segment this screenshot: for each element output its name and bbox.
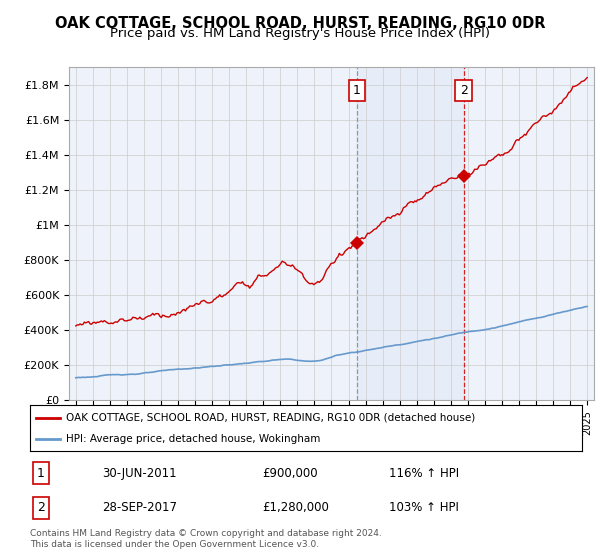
Text: 1: 1 [353,84,361,97]
Text: £1,280,000: £1,280,000 [262,501,329,515]
Text: HPI: Average price, detached house, Wokingham: HPI: Average price, detached house, Woki… [66,434,320,444]
Text: 1: 1 [37,466,45,480]
Text: 30-JUN-2011: 30-JUN-2011 [102,466,176,480]
Text: £900,000: £900,000 [262,466,317,480]
Text: Price paid vs. HM Land Registry's House Price Index (HPI): Price paid vs. HM Land Registry's House … [110,27,490,40]
Text: OAK COTTAGE, SCHOOL ROAD, HURST, READING, RG10 0DR (detached house): OAK COTTAGE, SCHOOL ROAD, HURST, READING… [66,413,475,423]
Text: Contains HM Land Registry data © Crown copyright and database right 2024.
This d: Contains HM Land Registry data © Crown c… [30,529,382,549]
Bar [357,67,464,400]
Text: 116% ↑ HPI: 116% ↑ HPI [389,466,459,480]
Text: 28-SEP-2017: 28-SEP-2017 [102,501,177,515]
Text: 2: 2 [460,84,467,97]
Text: OAK COTTAGE, SCHOOL ROAD, HURST, READING, RG10 0DR: OAK COTTAGE, SCHOOL ROAD, HURST, READING… [55,16,545,31]
Text: 2: 2 [37,501,45,515]
Text: 103% ↑ HPI: 103% ↑ HPI [389,501,458,515]
